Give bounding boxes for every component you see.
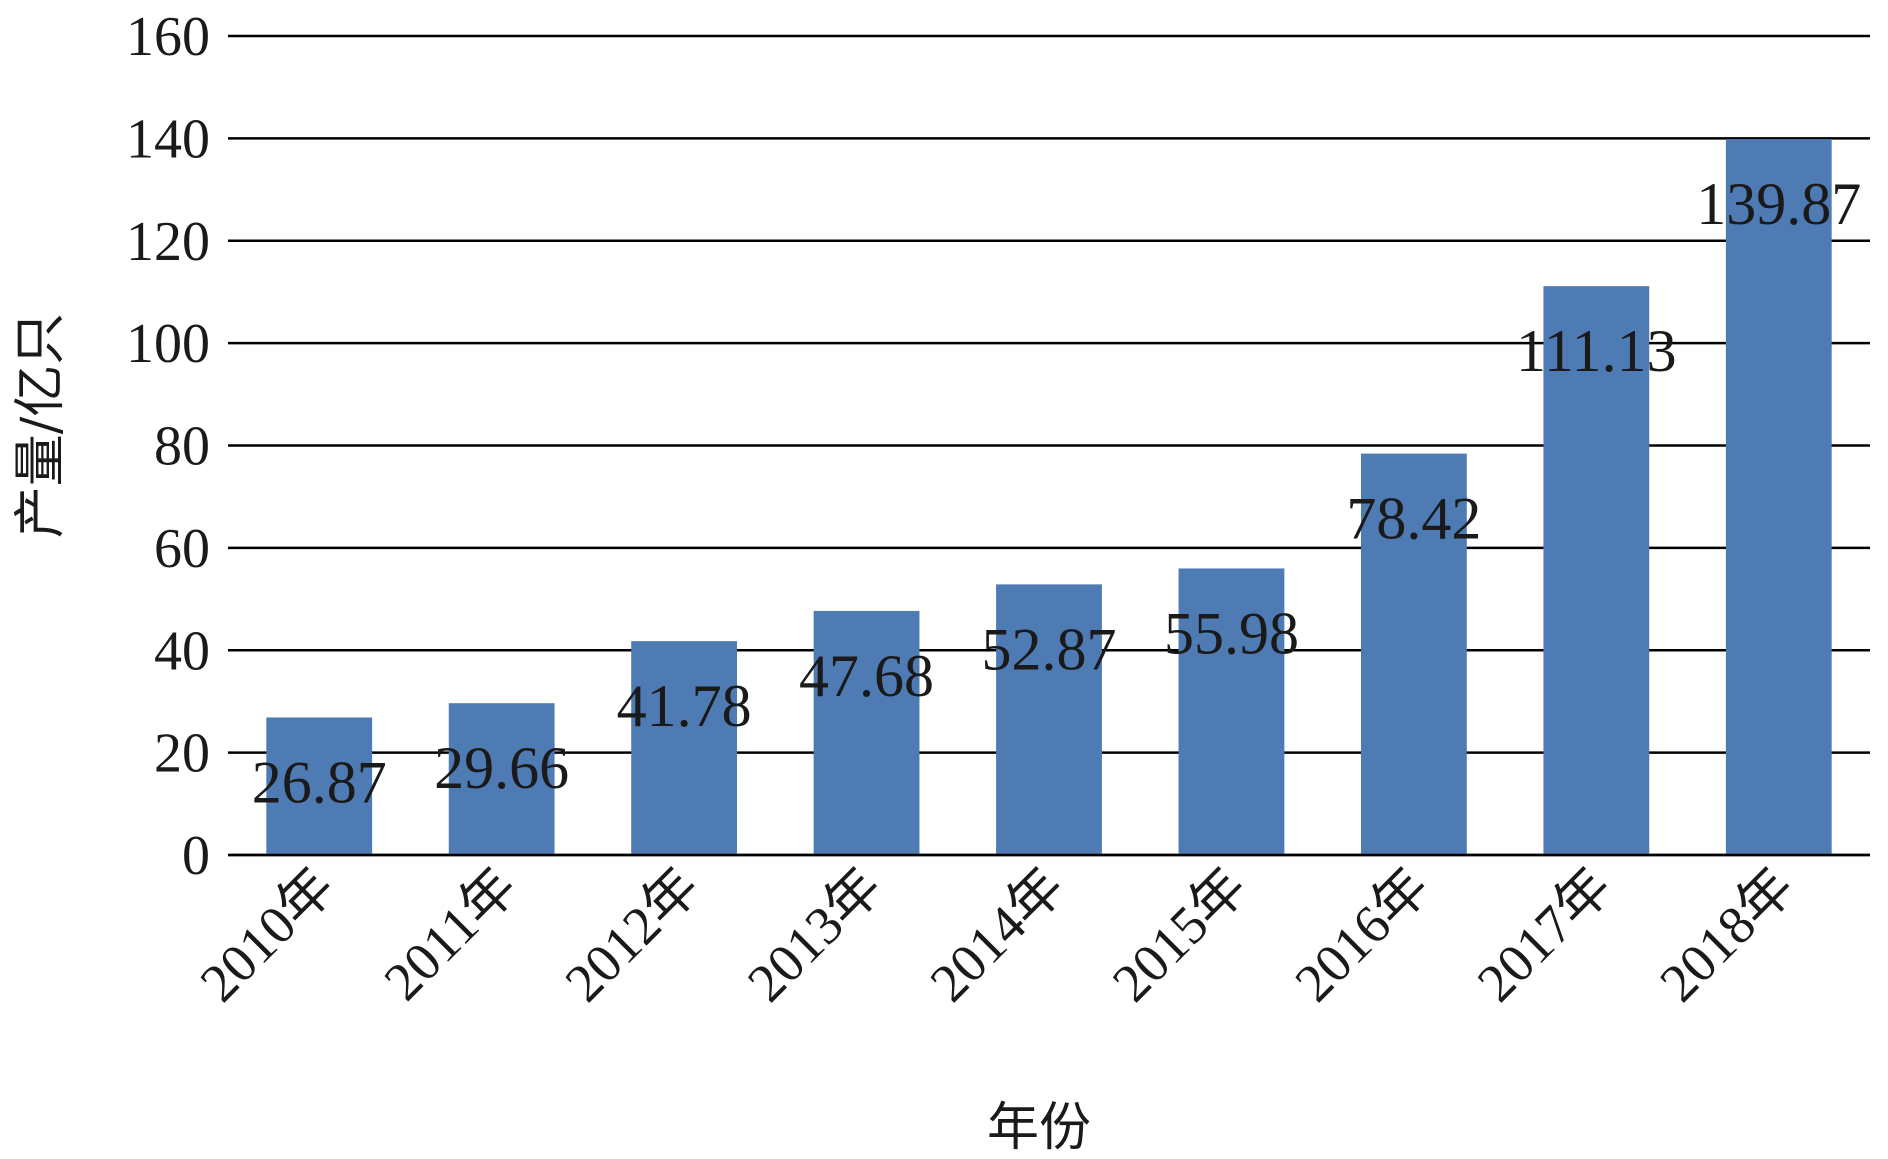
- y-axis-ticks: 0 20 40 60 80 100 120 140 160: [126, 6, 210, 887]
- data-labels: 26.87 29.66 41.78 47.68 52.87 55.98 78.42 111.1…: [252, 171, 1862, 815]
- y-tick-label-40: 40: [154, 620, 210, 682]
- y-tick-label-20: 20: [154, 723, 210, 785]
- x-tick-label-2015年: 2015年: [1101, 856, 1258, 1013]
- bar-2016年: [1360, 453, 1467, 855]
- bar-2014年: [996, 584, 1102, 855]
- y-axis-title: 产量/亿只: [11, 313, 71, 539]
- y-tick-label-0: 0: [182, 825, 210, 887]
- y-tick-label-140: 140: [126, 108, 210, 170]
- data-label-2017年: 111.13: [1516, 318, 1677, 384]
- y-tick-label-160: 160: [126, 6, 210, 68]
- x-tick-label-2012年: 2012年: [554, 856, 711, 1013]
- x-tick-label-2016年: 2016年: [1283, 856, 1440, 1013]
- x-tick-label-2017年: 2017年: [1466, 856, 1623, 1013]
- bar-2010年: [266, 717, 373, 855]
- data-label-2010年: 26.87: [252, 749, 387, 815]
- bar-2012年: [631, 641, 738, 855]
- data-label-2011年: 29.66: [434, 735, 569, 801]
- data-label-2018年: 139.87: [1696, 171, 1861, 237]
- bar-2018年: [1725, 139, 1832, 856]
- y-tick-label-100: 100: [126, 313, 210, 375]
- y-tick-label-60: 60: [154, 518, 210, 580]
- x-tick-label-2018年: 2018年: [1648, 856, 1805, 1013]
- x-tick-label-2010年: 2010年: [189, 856, 346, 1013]
- x-tick-label-2013年: 2013年: [736, 856, 893, 1013]
- x-axis-title: 年份: [987, 1098, 1091, 1158]
- bar-2013年: [813, 610, 920, 855]
- y-tick-label-120: 120: [126, 211, 210, 273]
- bar-2017年: [1543, 286, 1650, 855]
- x-tick-label-2014年: 2014年: [919, 856, 1076, 1013]
- data-label-2015年: 55.98: [1164, 600, 1299, 666]
- x-tick-label-2011年: 2011年: [373, 856, 529, 1012]
- data-label-2014年: 52.87: [982, 616, 1117, 682]
- data-label-2012年: 41.78: [617, 673, 752, 739]
- bars: [266, 139, 1832, 856]
- y-tick-label-80: 80: [154, 416, 210, 478]
- data-label-2016年: 78.42: [1346, 486, 1481, 552]
- bar-2015年: [1178, 568, 1285, 855]
- x-axis-ticks: 2010年 2011年 2012年 2013年 2014年 2015年 2016年 2017年…: [189, 856, 1806, 1013]
- bar-2011年: [448, 703, 555, 855]
- data-label-2013年: 47.68: [799, 643, 934, 709]
